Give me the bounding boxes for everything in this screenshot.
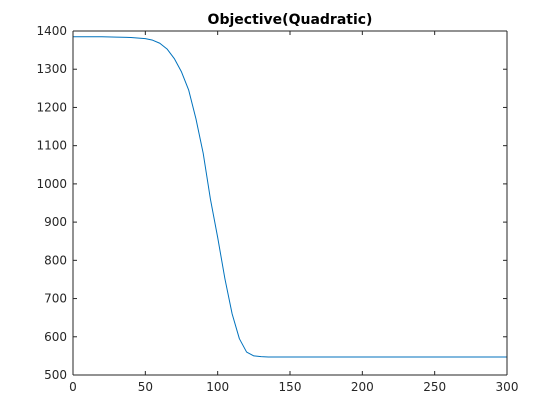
x-tick-label: 100	[206, 380, 229, 394]
y-tick-label: 1400	[36, 24, 67, 38]
x-tick-label: 250	[423, 380, 446, 394]
ticks-layer: 0 50 100 150 200 250 300 500 600 700 800 900 1000 110…	[36, 24, 518, 394]
x-tick-label: 0	[69, 380, 77, 394]
y-tick-label: 1100	[36, 139, 67, 153]
chart-title: Objective(Quadratic)	[208, 12, 373, 28]
x-tick-label: 50	[138, 380, 153, 394]
y-tick-label: 800	[44, 253, 67, 267]
y-tick-label: 500	[44, 368, 67, 382]
y-tick-label: 1300	[36, 62, 67, 76]
series-layer	[72, 36, 508, 358]
plot-area	[73, 31, 507, 375]
x-tick-label: 150	[279, 380, 302, 394]
series-line-0	[72, 36, 508, 358]
y-tick-label: 1000	[36, 177, 67, 191]
x-tick-label: 300	[496, 380, 519, 394]
y-tick-label: 900	[44, 215, 67, 229]
y-tick-label: 700	[44, 292, 67, 306]
x-tick-label: 200	[351, 380, 374, 394]
y-tick-label: 1200	[36, 100, 67, 114]
y-tick-label: 600	[44, 330, 67, 344]
